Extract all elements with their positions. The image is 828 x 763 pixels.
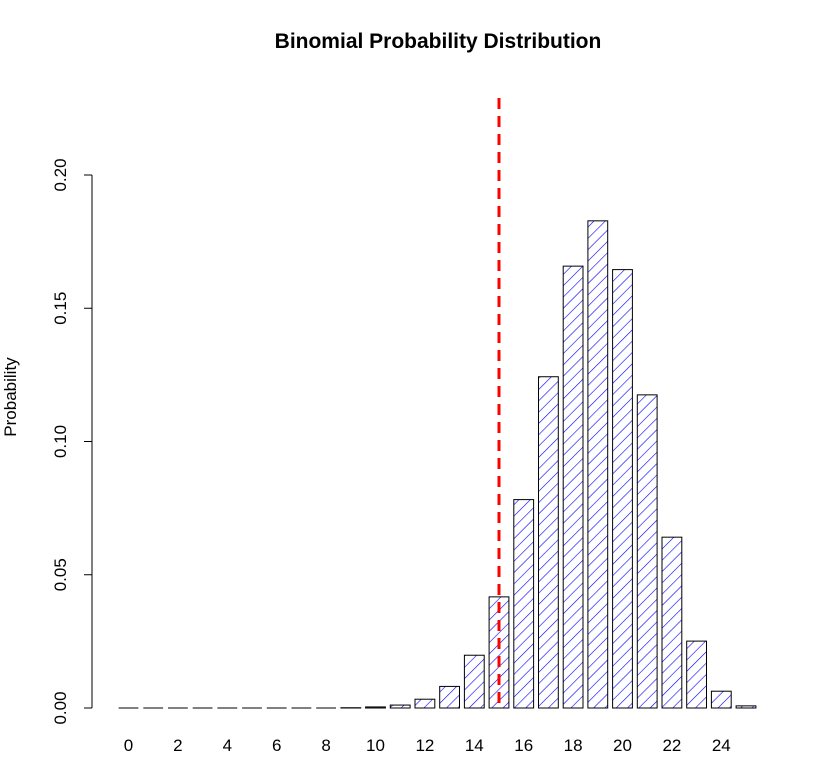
bar — [710, 690, 732, 709]
bar — [439, 685, 461, 709]
bar-rect — [439, 685, 461, 709]
bar — [636, 394, 658, 709]
bar — [661, 536, 683, 709]
x-tick-label: 8 — [321, 736, 330, 755]
bar — [538, 376, 559, 709]
bar-rect — [661, 536, 683, 709]
bar — [686, 640, 708, 709]
bar-rect — [612, 269, 633, 709]
bar — [365, 706, 386, 709]
bars-group — [118, 220, 757, 709]
bar — [735, 705, 757, 709]
bar — [562, 265, 584, 709]
y-axis: 0.00 0.05 0.10 0.15 0.20 — [51, 158, 93, 725]
x-tick-label: 18 — [564, 736, 583, 755]
x-tick-label: 12 — [415, 736, 434, 755]
bar-rect — [414, 698, 436, 709]
bar-rect — [488, 596, 510, 709]
bar-rect — [686, 640, 708, 709]
x-tick-label: 22 — [662, 736, 681, 755]
x-axis-labels: 0 2 4 6 8 10 12 14 16 18 20 22 24 — [124, 736, 731, 755]
bar — [389, 704, 411, 709]
x-tick-label: 2 — [173, 736, 182, 755]
x-tick-label: 6 — [272, 736, 281, 755]
x-tick-label: 16 — [514, 736, 533, 755]
x-tick-label: 0 — [124, 736, 133, 755]
x-tick-label: 24 — [712, 736, 731, 755]
y-tick-label: 0.15 — [51, 292, 70, 325]
bar — [513, 499, 535, 709]
bar — [612, 269, 633, 709]
y-tick-label: 0.10 — [51, 425, 70, 458]
bar-rect — [710, 690, 732, 709]
y-axis-title: Probability — [1, 357, 20, 437]
bar-rect — [587, 220, 609, 709]
y-tick-label: 0.05 — [51, 558, 70, 591]
bar-rect — [636, 394, 658, 709]
x-tick-label: 10 — [366, 736, 385, 755]
bar-rect — [562, 265, 584, 709]
bar-rect — [513, 499, 535, 709]
y-tick-label: 0.00 — [51, 691, 70, 724]
x-tick-label: 14 — [465, 736, 484, 755]
bar — [414, 698, 436, 709]
bar — [463, 654, 485, 709]
x-tick-label: 4 — [223, 736, 232, 755]
chart-title: Binomial Probability Distribution — [275, 30, 602, 53]
x-tick-label: 20 — [613, 736, 632, 755]
bar-rect — [538, 376, 559, 709]
bar-rect — [463, 654, 485, 709]
y-tick-label: 0.20 — [51, 158, 70, 191]
bar — [488, 596, 510, 709]
bar — [587, 220, 609, 709]
